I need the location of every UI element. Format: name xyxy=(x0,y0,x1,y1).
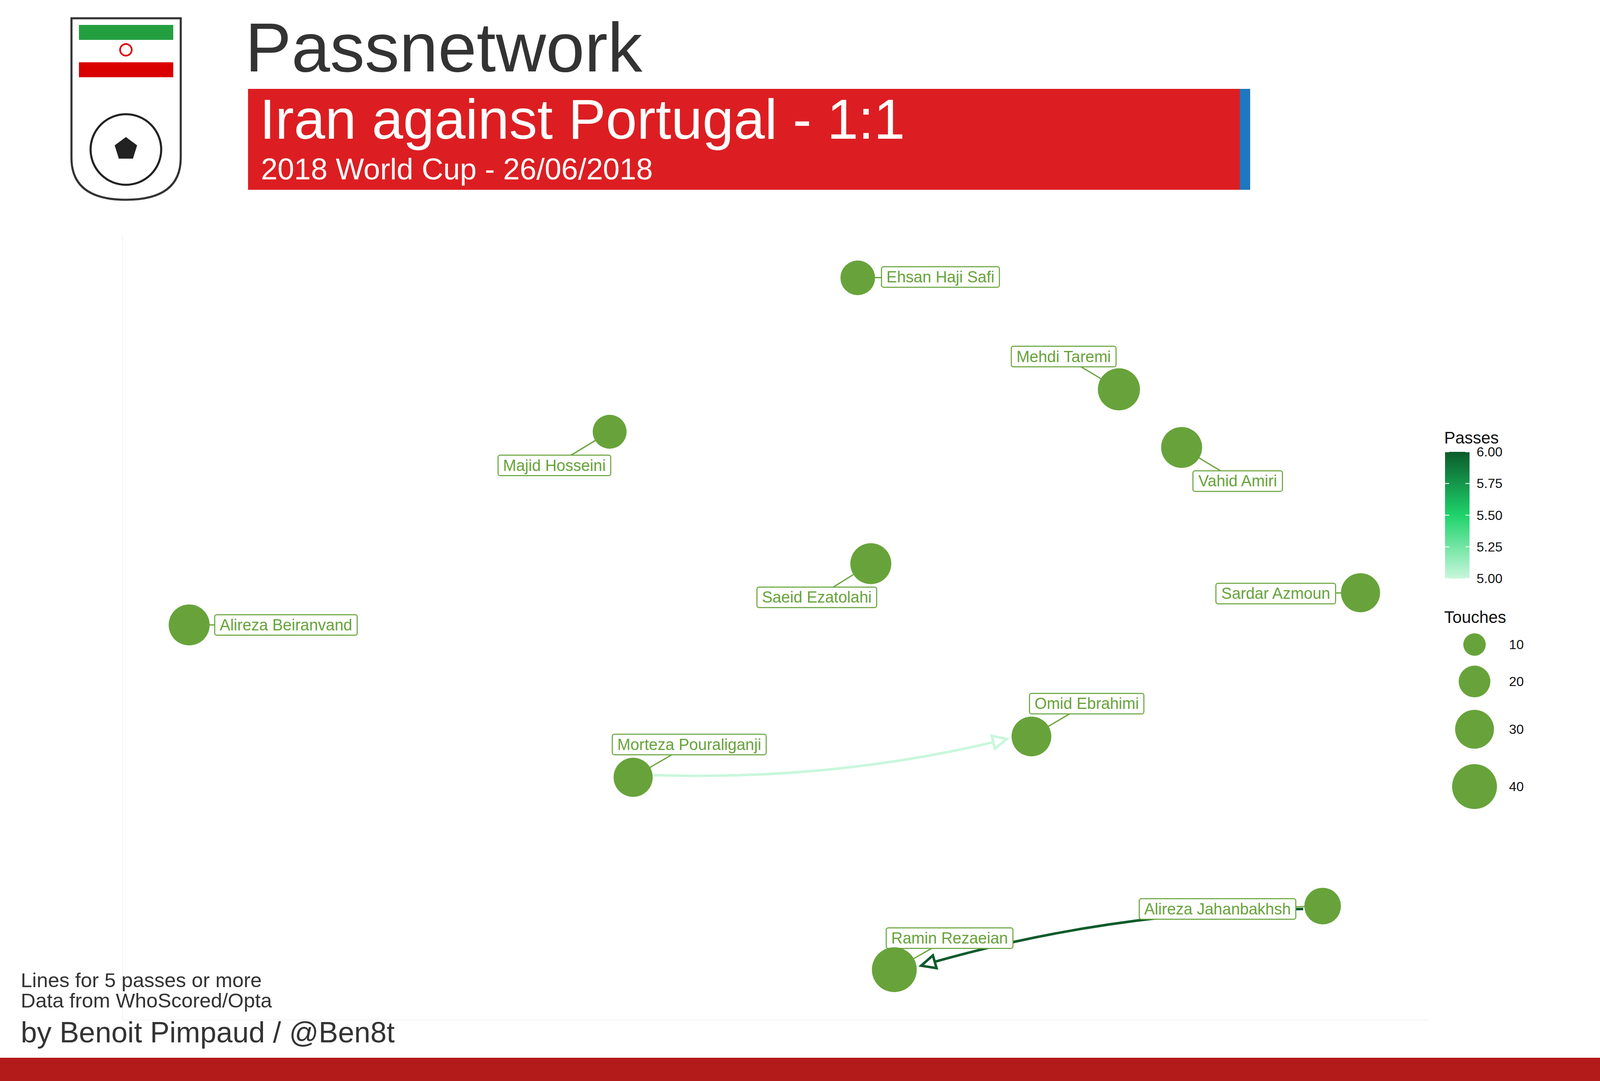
svg-text:Alireza Beiranvand: Alireza Beiranvand xyxy=(219,616,353,635)
svg-text:Vahid Amiri: Vahid Amiri xyxy=(1198,472,1277,490)
svg-text:5.00: 5.00 xyxy=(1476,571,1503,587)
svg-text:Sardar Azmoun: Sardar Azmoun xyxy=(1221,584,1331,603)
svg-text:40: 40 xyxy=(1509,779,1524,795)
svg-text:Ehsan Haji Safi: Ehsan Haji Safi xyxy=(886,268,995,286)
svg-text:5.75: 5.75 xyxy=(1476,476,1503,492)
svg-text:Touches: Touches xyxy=(1444,608,1507,627)
svg-text:30: 30 xyxy=(1509,722,1524,738)
svg-text:20: 20 xyxy=(1509,674,1524,690)
svg-text:6.00: 6.00 xyxy=(1476,444,1503,460)
svg-text:Alireza Jahanbakhsh: Alireza Jahanbakhsh xyxy=(1144,900,1291,919)
svg-text:Majid Hosseini: Majid Hosseini xyxy=(503,457,606,475)
svg-text:Data from WhoScored/Opta: Data from WhoScored/Opta xyxy=(20,989,273,1013)
svg-text:2018 World Cup - 26/06/2018: 2018 World Cup - 26/06/2018 xyxy=(260,152,653,186)
svg-text:Passes: Passes xyxy=(1444,428,1499,448)
svg-text:by Benoit Pimpaud / @Ben8t: by Benoit Pimpaud / @Ben8t xyxy=(20,1016,395,1050)
svg-text:5.25: 5.25 xyxy=(1476,539,1503,555)
svg-text:Passnetwork: Passnetwork xyxy=(245,8,643,87)
svg-text:Iran against Portugal - 1:1: Iran against Portugal - 1:1 xyxy=(259,88,905,151)
svg-text:10: 10 xyxy=(1509,637,1524,653)
svg-text:Ramin Rezaeian: Ramin Rezaeian xyxy=(891,929,1008,948)
svg-text:Lines for 5 passes or more: Lines for 5 passes or more xyxy=(20,969,262,992)
svg-text:5.50: 5.50 xyxy=(1476,508,1503,524)
svg-text:Omid Ebrahimi: Omid Ebrahimi xyxy=(1034,695,1139,713)
svg-text:Morteza Pouraliganji: Morteza Pouraliganji xyxy=(617,736,762,754)
svg-text:Mehdi Taremi: Mehdi Taremi xyxy=(1016,348,1111,366)
svg-text:Saeid Ezatolahi: Saeid Ezatolahi xyxy=(761,588,872,607)
